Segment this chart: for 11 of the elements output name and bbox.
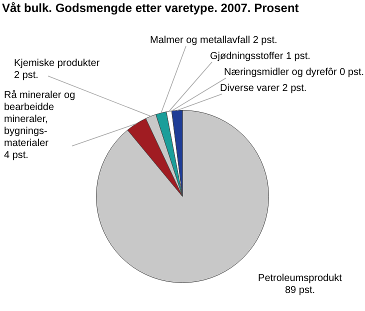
slice-label: Diverse varer 2 pst. [220,83,307,94]
category-label: Næringsmidler og dyrefôr 0 pst. [224,67,364,78]
slice-label: Kjemiske produkter [14,58,100,69]
slice-label: Gjødningsstoffer 1 pst. [210,51,310,62]
slice-label: Petroleumsprodukt [258,273,342,284]
data-label: 2 pst. [14,70,38,81]
slice-label: Malmer og metallavfall 2 pst. [150,35,278,46]
chart-title: Våt bulk. Godsmengde etter varetype. 2007. Prosent [2,1,299,15]
slice-label: Rå mineraler og bearbeidde mineraler, bygnings-materialer [4,89,76,149]
data-label: 4 pst. [4,150,28,161]
data-label: 89 pst. [284,285,316,296]
